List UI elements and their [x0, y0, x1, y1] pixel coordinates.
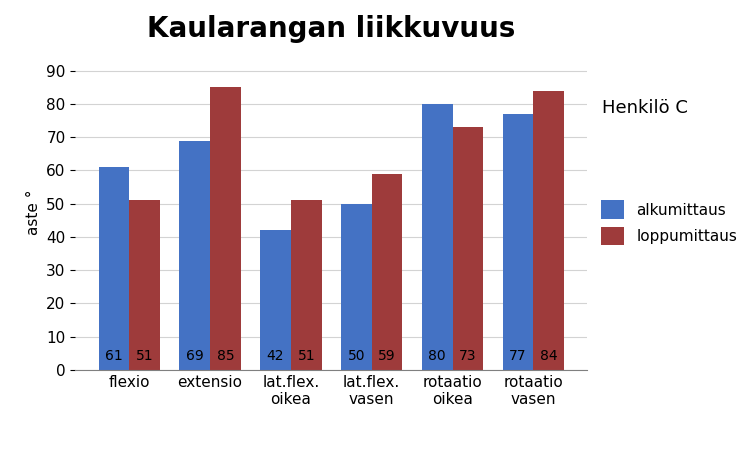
Text: 80: 80 [428, 349, 446, 363]
Y-axis label: aste °: aste ° [26, 189, 41, 235]
Title: Kaularangan liikkuvuus: Kaularangan liikkuvuus [147, 15, 516, 43]
Bar [291, 200, 322, 370]
Bar [372, 174, 402, 370]
Text: 59: 59 [378, 349, 396, 363]
Bar [179, 141, 210, 370]
Text: 50: 50 [348, 349, 365, 363]
Bar [503, 114, 533, 370]
Legend: alkumittaus, loppumittaus: alkumittaus, loppumittaus [596, 194, 743, 252]
Text: 73: 73 [459, 349, 477, 363]
Text: 69: 69 [186, 349, 203, 363]
Text: Henkilö C: Henkilö C [602, 99, 688, 117]
Bar [341, 204, 372, 370]
Bar [422, 104, 453, 370]
Text: 84: 84 [540, 349, 557, 363]
Text: 51: 51 [136, 349, 154, 363]
Text: 61: 61 [105, 349, 123, 363]
Bar [210, 87, 241, 370]
Text: 42: 42 [267, 349, 285, 363]
Bar [453, 127, 483, 370]
Text: 85: 85 [217, 349, 234, 363]
Text: 51: 51 [297, 349, 315, 363]
Bar [99, 167, 130, 370]
Bar [130, 200, 160, 370]
Text: 77: 77 [509, 349, 527, 363]
Bar [533, 91, 564, 370]
Bar [261, 230, 291, 370]
